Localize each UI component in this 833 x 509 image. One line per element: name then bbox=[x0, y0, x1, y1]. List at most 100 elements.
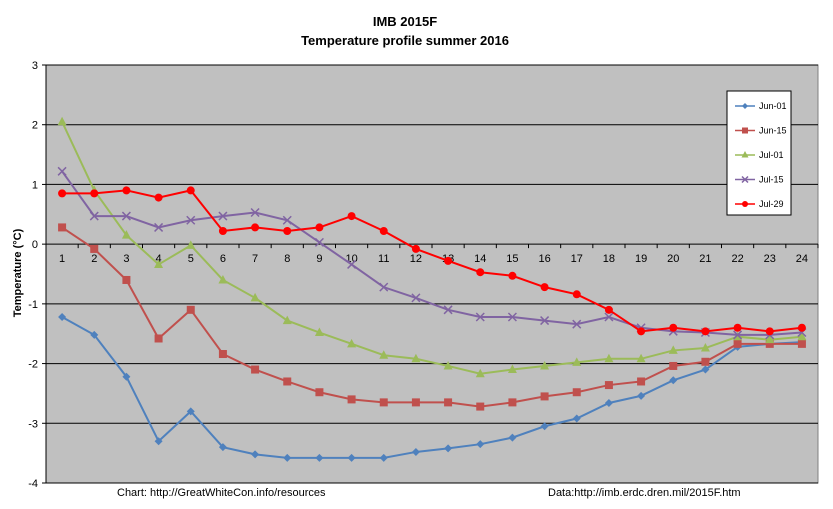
marker-square bbox=[733, 339, 742, 348]
marker-square bbox=[218, 350, 227, 359]
chart-credit: Chart: http://GreatWhiteCon.info/resourc… bbox=[117, 487, 326, 499]
marker-triangle bbox=[636, 353, 646, 363]
marker-x bbox=[89, 211, 99, 221]
chart-title: IMB 2015F bbox=[373, 14, 437, 29]
marker-circle bbox=[347, 212, 356, 221]
marker-x bbox=[475, 312, 485, 322]
plot-background bbox=[45, 64, 819, 484]
marker-diamond bbox=[90, 330, 99, 339]
marker-square bbox=[669, 361, 678, 370]
series-jun-15 bbox=[58, 223, 806, 411]
x-tick-label: 8 bbox=[284, 253, 290, 265]
y-tick-label: -2 bbox=[28, 359, 38, 371]
marker-x bbox=[572, 319, 582, 329]
marker-diamond bbox=[669, 376, 678, 385]
marker-diamond bbox=[701, 365, 710, 374]
marker-x bbox=[154, 222, 164, 232]
marker-circle bbox=[90, 189, 99, 198]
plot-area: 3210-1-2-3-41234567891011121314151617181… bbox=[28, 60, 819, 490]
marker-diamond bbox=[411, 447, 420, 456]
legend-label: Jul-01 bbox=[759, 150, 784, 160]
marker-x bbox=[314, 237, 324, 247]
marker-x bbox=[347, 259, 357, 269]
marker-square bbox=[90, 244, 99, 253]
y-tick-label: 2 bbox=[32, 120, 38, 132]
marker-diamond bbox=[218, 443, 227, 452]
x-tick-label: 14 bbox=[474, 253, 486, 265]
legend-label: Jul-15 bbox=[759, 175, 784, 185]
x-tick-label: 16 bbox=[538, 253, 550, 265]
marker-diamond bbox=[283, 453, 292, 462]
marker-circle bbox=[154, 193, 163, 202]
marker-square bbox=[347, 395, 356, 404]
marker-circle bbox=[411, 244, 420, 253]
marker-circle bbox=[444, 256, 453, 265]
marker-triangle bbox=[411, 353, 421, 363]
marker-x bbox=[741, 175, 749, 184]
legend-item-jun-01: Jun-01 bbox=[735, 101, 787, 111]
y-tick-label: 0 bbox=[32, 239, 38, 251]
marker-square bbox=[701, 357, 710, 366]
y-tick-label: -4 bbox=[28, 478, 38, 490]
marker-circle bbox=[669, 323, 678, 332]
series-jul-29 bbox=[58, 186, 806, 336]
marker-triangle bbox=[668, 345, 678, 354]
marker-circle bbox=[572, 290, 581, 299]
marker-circle bbox=[797, 323, 806, 332]
marker-circle bbox=[508, 271, 517, 280]
marker-diamond bbox=[58, 312, 67, 321]
marker-square bbox=[765, 339, 774, 348]
marker-diamond bbox=[251, 450, 260, 459]
marker-triangle bbox=[154, 259, 164, 268]
legend-box bbox=[726, 90, 792, 216]
marker-x bbox=[507, 312, 517, 322]
y-tick-label: 1 bbox=[32, 179, 38, 191]
marker-triangle bbox=[250, 292, 260, 302]
marker-square bbox=[742, 127, 748, 134]
series-jul-01 bbox=[57, 116, 807, 378]
x-tick-label: 11 bbox=[378, 253, 389, 265]
marker-circle bbox=[733, 323, 742, 332]
x-tick-label: 1 bbox=[59, 253, 65, 265]
marker-triangle bbox=[347, 338, 357, 348]
marker-triangle bbox=[443, 360, 453, 370]
x-tick-label: 3 bbox=[123, 253, 129, 265]
x-tick-label: 22 bbox=[731, 253, 743, 265]
marker-circle bbox=[251, 223, 260, 232]
marker-triangle bbox=[475, 368, 485, 378]
x-tick-label: 17 bbox=[571, 253, 583, 265]
series-line-jun-15 bbox=[61, 226, 802, 408]
legend-item-jul-15: Jul-15 bbox=[735, 175, 784, 185]
marker-triangle bbox=[218, 274, 228, 284]
marker-x bbox=[57, 166, 67, 176]
marker-diamond bbox=[379, 453, 388, 462]
legend-item-jun-15: Jun-15 bbox=[735, 126, 787, 136]
marker-diamond bbox=[186, 407, 195, 416]
marker-x bbox=[121, 211, 131, 221]
marker-square bbox=[508, 398, 517, 407]
marker-diamond bbox=[476, 440, 485, 449]
marker-x bbox=[218, 211, 228, 221]
marker-triangle bbox=[186, 240, 196, 249]
series-line-jul-29 bbox=[62, 189, 803, 333]
y-tick-label: -3 bbox=[28, 418, 38, 430]
y-tick-label: 3 bbox=[32, 60, 38, 72]
marker-x bbox=[443, 305, 453, 315]
marker-circle bbox=[742, 201, 748, 207]
y-tick-label: -1 bbox=[28, 299, 38, 311]
x-tick-label: 9 bbox=[316, 253, 322, 265]
marker-triangle bbox=[741, 151, 749, 158]
series-line-jun-01 bbox=[61, 316, 802, 459]
marker-triangle bbox=[507, 364, 517, 374]
marker-square bbox=[411, 398, 420, 407]
chart-subtitle: Temperature profile summer 2016 bbox=[301, 33, 509, 48]
marker-square bbox=[637, 377, 646, 386]
y-axis-label: Temperature (°C) bbox=[12, 228, 24, 317]
marker-square bbox=[315, 388, 324, 397]
marker-square bbox=[186, 305, 195, 314]
marker-circle bbox=[283, 227, 292, 236]
marker-x bbox=[733, 330, 743, 340]
marker-circle bbox=[379, 227, 388, 236]
legend-label: Jun-01 bbox=[759, 101, 787, 111]
